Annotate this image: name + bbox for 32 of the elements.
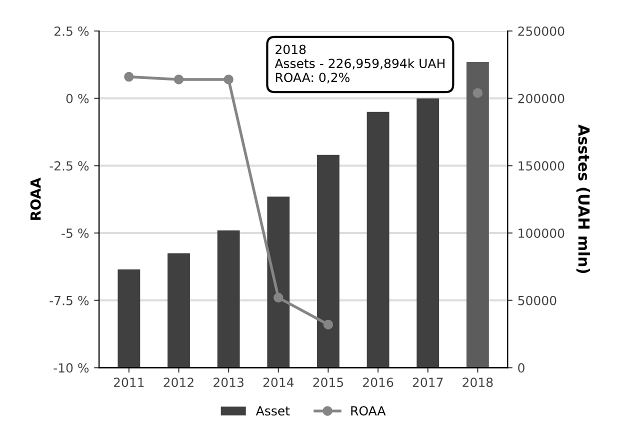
x-tick-label: 2017 [412,378,443,388]
y-tick-label: -2.5 % [50,161,89,171]
x-tick-label: 2015 [313,378,344,388]
point [323,320,334,330]
y2-tick-label: 200000 [518,94,564,104]
y2-tick-label: 0 [518,363,524,373]
y2-tick-label: 250000 [518,26,564,36]
point [174,74,184,84]
y-tick-label: -5 % [62,228,89,238]
x-tick-label: 2012 [164,378,194,388]
x-tick-label: 2013 [214,378,244,388]
point [274,292,284,303]
bar [466,62,489,368]
y-tick-label: 0 % [66,94,89,104]
y-tick-label: 2.5 % [54,26,89,36]
y-tick-label: -10 % [54,363,89,373]
legend-label: ROAA [351,406,386,416]
x-tick-label: 2016 [363,378,394,388]
y2-tick-label: 50000 [518,296,556,306]
annotation: 2018 Assets - 226,959,894k UAH ROAA: 0,2% [274,44,444,84]
point [472,88,483,98]
legend-label: Asset [256,406,290,416]
x-tick-label: 2011 [114,378,144,388]
y-tick-label: -7.5 % [50,296,89,306]
x-tick-label: 2014 [263,378,294,388]
y-axis-title: ROAA [30,178,41,220]
y2-tick-label: 100000 [518,228,564,238]
y2-tick-label: 150000 [518,161,564,171]
point [224,74,234,84]
x-tick-label: 2018 [462,378,493,388]
point [124,72,134,82]
y2-axis-title: Asstes (UAH mln) [576,124,590,274]
